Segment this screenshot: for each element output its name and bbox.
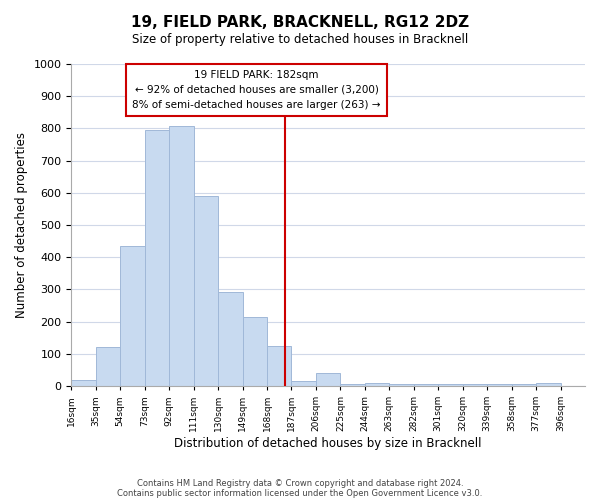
Text: Size of property relative to detached houses in Bracknell: Size of property relative to detached ho… — [132, 32, 468, 46]
Bar — [242, 317, 267, 386]
Bar — [414, 384, 438, 386]
Y-axis label: Number of detached properties: Number of detached properties — [15, 132, 28, 318]
Bar — [512, 384, 536, 386]
Bar — [536, 384, 560, 386]
Text: 19 FIELD PARK: 182sqm
← 92% of detached houses are smaller (3,200)
8% of semi-de: 19 FIELD PARK: 182sqm ← 92% of detached … — [133, 70, 381, 110]
Bar — [267, 346, 292, 386]
Bar — [96, 348, 120, 386]
Bar — [71, 380, 96, 386]
Bar — [194, 196, 218, 386]
Bar — [218, 292, 242, 386]
Bar — [340, 384, 365, 386]
Text: Contains HM Land Registry data © Crown copyright and database right 2024.: Contains HM Land Registry data © Crown c… — [137, 478, 463, 488]
Bar — [487, 384, 512, 386]
X-axis label: Distribution of detached houses by size in Bracknell: Distribution of detached houses by size … — [175, 437, 482, 450]
Text: Contains public sector information licensed under the Open Government Licence v3: Contains public sector information licen… — [118, 488, 482, 498]
Text: 19, FIELD PARK, BRACKNELL, RG12 2DZ: 19, FIELD PARK, BRACKNELL, RG12 2DZ — [131, 15, 469, 30]
Bar — [292, 381, 316, 386]
Bar — [316, 372, 340, 386]
Bar — [120, 246, 145, 386]
Bar — [389, 384, 414, 386]
Bar — [145, 130, 169, 386]
Bar — [169, 126, 194, 386]
Bar — [438, 384, 463, 386]
Bar — [463, 384, 487, 386]
Bar — [365, 383, 389, 386]
